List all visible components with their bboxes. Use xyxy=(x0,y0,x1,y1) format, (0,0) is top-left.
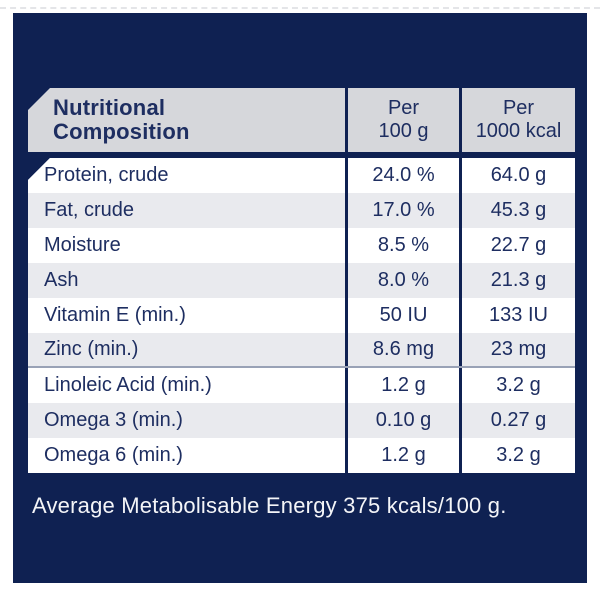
row-label: Vitamin E (min.) xyxy=(44,304,186,326)
table-row: Zinc (min.) 8.6 mg 23 mg xyxy=(28,333,575,368)
row-label: Omega 6 (min.) xyxy=(44,444,183,466)
header-col-per-100g: Per 100 g xyxy=(345,88,459,152)
row-value-per-100g: 24.0 % xyxy=(345,158,459,193)
row-value-per-1000kcal: 21.3 g xyxy=(459,263,575,298)
dashed-trim-line xyxy=(0,7,600,9)
row-value-per-1000kcal: 133 IU xyxy=(459,298,575,333)
footer-energy-text: Average Metabolisable Energy 375 kcals/1… xyxy=(32,493,507,518)
row-label: Zinc (min.) xyxy=(44,338,139,360)
row-value-per-100g: 1.2 g xyxy=(345,368,459,403)
table-row: Fat, crude 17.0 % 45.3 g xyxy=(28,193,575,228)
row-label: Omega 3 (min.) xyxy=(44,409,183,431)
row-value-per-100g: 17.0 % xyxy=(345,193,459,228)
row-label: Moisture xyxy=(44,234,121,256)
row-value-per-1000kcal: 0.27 g xyxy=(459,403,575,438)
header-col-per-1000kcal: Per 1000 kcal xyxy=(459,88,575,152)
table-row: Moisture 8.5 % 22.7 g xyxy=(28,228,575,263)
table-row: Omega 3 (min.) 0.10 g 0.27 g xyxy=(28,403,575,438)
header-col-composition: Nutritional Composition xyxy=(28,88,345,152)
row-value-per-1000kcal: 3.2 g xyxy=(459,368,575,403)
row-value-per-1000kcal: 22.7 g xyxy=(459,228,575,263)
row-value-per-100g: 50 IU xyxy=(345,298,459,333)
row-value-per-100g: 0.10 g xyxy=(345,403,459,438)
row-value-per-1000kcal: 64.0 g xyxy=(459,158,575,193)
header-line: Per xyxy=(502,97,535,119)
row-value-per-1000kcal: 23 mg xyxy=(459,333,575,366)
header-line: Nutritional xyxy=(53,95,166,121)
table-row: Linoleic Acid (min.) 1.2 g 3.2 g xyxy=(28,368,575,403)
header-line: 100 g xyxy=(378,120,429,142)
row-label: Ash xyxy=(44,269,79,291)
row-value-per-100g: 8.5 % xyxy=(345,228,459,263)
header-line: Per xyxy=(387,97,420,119)
row-value-per-100g: 8.0 % xyxy=(345,263,459,298)
table-row: Vitamin E (min.) 50 IU 133 IU xyxy=(28,298,575,333)
table-row: Omega 6 (min.) 1.2 g 3.2 g xyxy=(28,438,575,473)
header-line: Composition xyxy=(53,119,190,144)
table-row: Protein, crude 24.0 % 64.0 g xyxy=(28,158,575,193)
table-header: Nutritional Composition Per 100 g Per 10… xyxy=(28,88,575,152)
row-label: Linoleic Acid (min.) xyxy=(44,374,212,396)
table-row: Ash 8.0 % 21.3 g xyxy=(28,263,575,298)
row-value-per-1000kcal: 3.2 g xyxy=(459,438,575,473)
row-label: Protein, crude xyxy=(44,164,169,186)
row-value-per-100g: 1.2 g xyxy=(345,438,459,473)
row-value-per-100g: 8.6 mg xyxy=(345,333,459,366)
row-value-per-1000kcal: 45.3 g xyxy=(459,193,575,228)
header-line: 1000 kcal xyxy=(475,120,562,142)
nutrition-panel: Nutritional Composition Per 100 g Per 10… xyxy=(13,13,587,583)
row-label: Fat, crude xyxy=(44,199,135,221)
table-body: Protein, crude 24.0 % 64.0 g Fat, crude … xyxy=(28,158,575,473)
